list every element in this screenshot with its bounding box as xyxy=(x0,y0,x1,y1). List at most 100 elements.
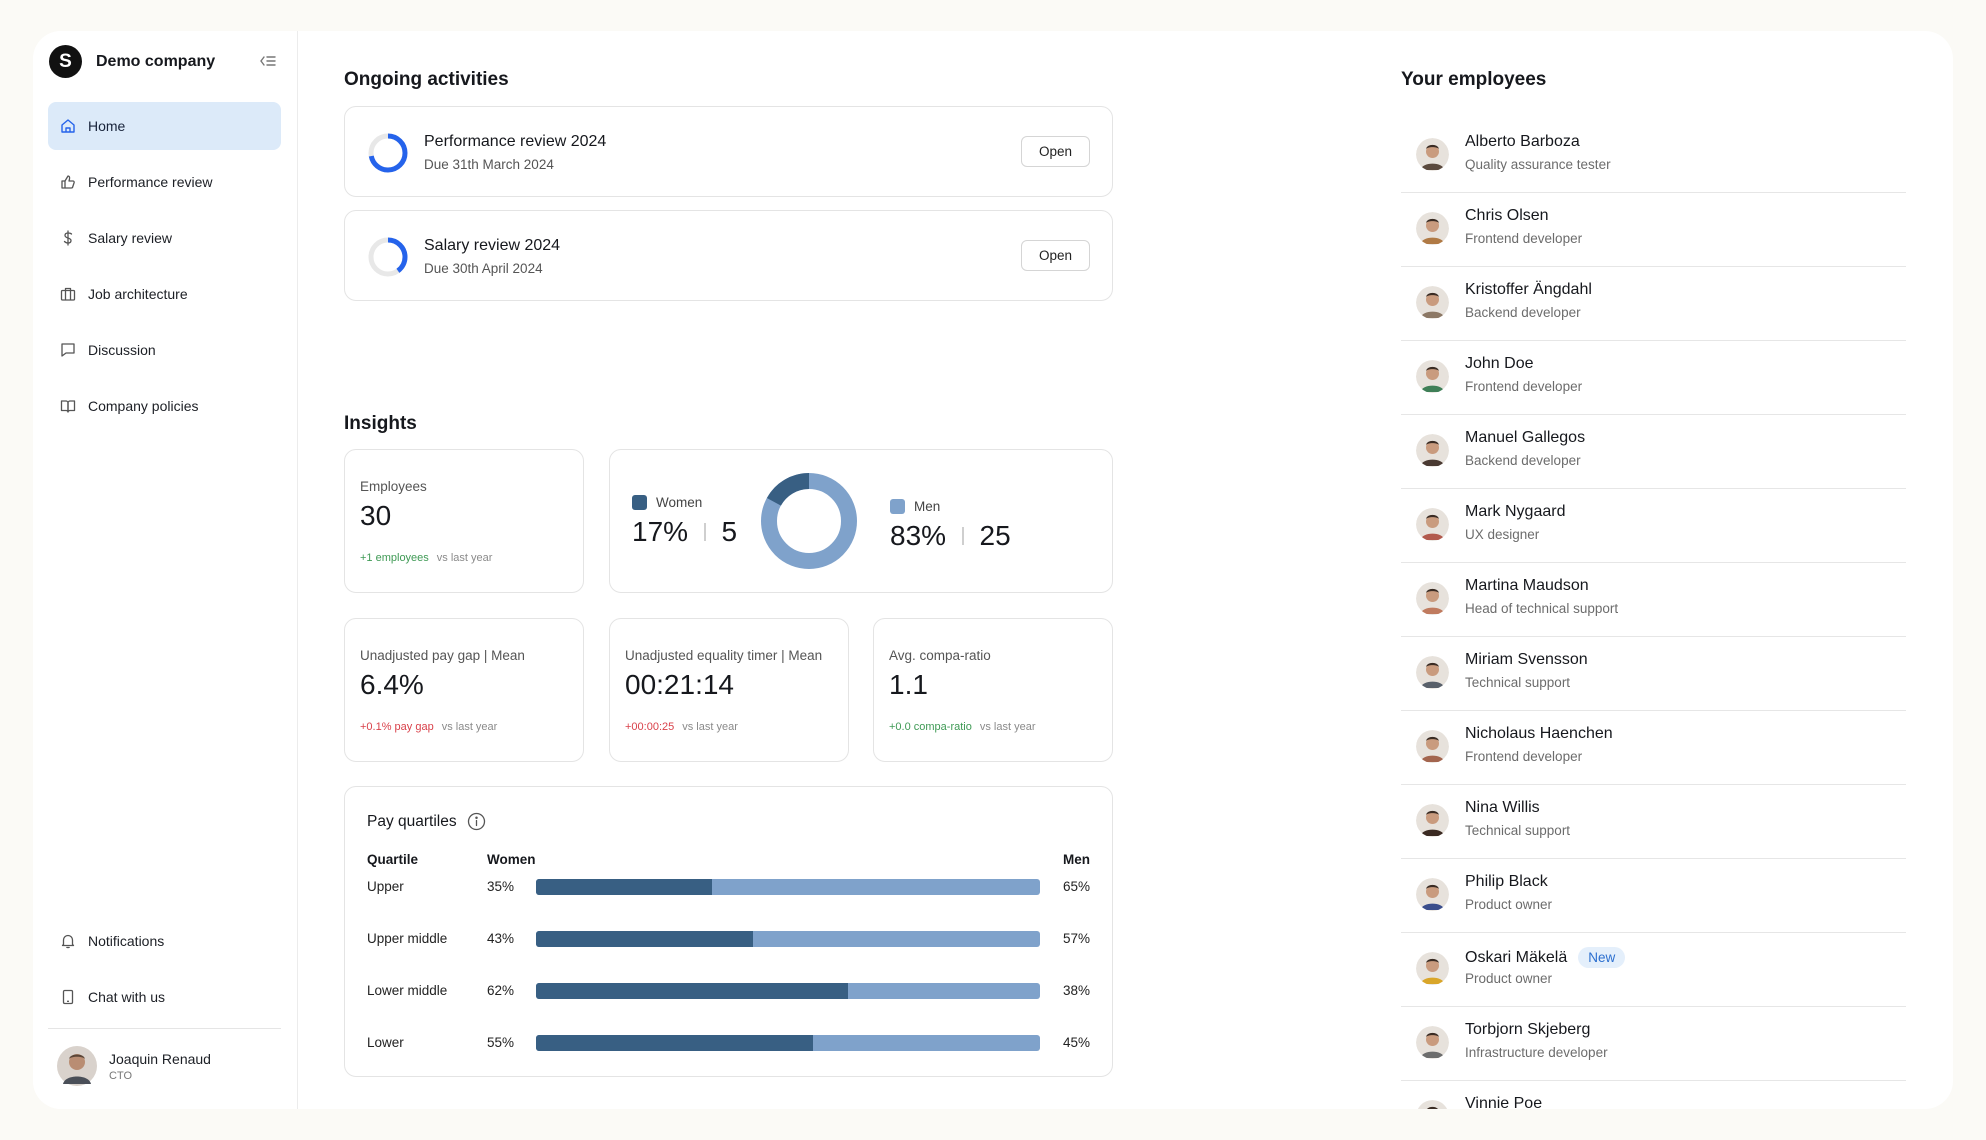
brand[interactable]: S Demo company xyxy=(49,45,215,78)
employee-row[interactable]: Manuel Gallegos Backend developer xyxy=(1401,415,1906,489)
brand-logo: S xyxy=(49,45,82,78)
employee-row[interactable]: Alberto Barboza Quality assurance tester xyxy=(1401,119,1906,193)
sidebar-item-discussion[interactable]: Discussion xyxy=(48,326,281,374)
employee-name-text: Nina Willis xyxy=(1465,799,1540,816)
sidebar-item-label: Performance review xyxy=(88,174,213,190)
sidebar-item-label: Chat with us xyxy=(88,989,166,1005)
employee-role: UX designer xyxy=(1465,527,1540,542)
your-employees-title: Your employees xyxy=(1401,69,1547,90)
avatar xyxy=(1416,656,1449,689)
women-legend: Women xyxy=(632,495,702,510)
card-trend: +00:00:25 vs last year xyxy=(625,721,738,733)
column-header-women: Women xyxy=(487,852,536,867)
pay-gap-card: Unadjusted pay gap | Mean 6.4% +0.1% pay… xyxy=(344,618,584,762)
sidebar-item-performance-review[interactable]: Performance review xyxy=(48,158,281,206)
card-value: 1.1 xyxy=(889,669,928,700)
quartile-row: Lower 55% 45% xyxy=(345,1035,1112,1055)
open-button[interactable]: Open xyxy=(1021,240,1090,271)
sidebar-item-job-architecture[interactable]: Job architecture xyxy=(48,270,281,318)
quartile-name: Lower middle xyxy=(367,983,448,998)
sidebar-item-home[interactable]: Home xyxy=(48,102,281,150)
employee-name: Mark Nygaard xyxy=(1465,503,1565,521)
employee-row[interactable]: John Doe Frontend developer xyxy=(1401,341,1906,415)
employee-role: Infrastructure developer xyxy=(1465,1045,1608,1060)
employee-role: Backend developer xyxy=(1465,453,1581,468)
women-percent: 55% xyxy=(487,1035,515,1050)
bell-icon xyxy=(61,934,75,949)
employee-row[interactable]: Nina Willis Technical support xyxy=(1401,785,1906,859)
sidebar-item-salary-review[interactable]: Salary review xyxy=(48,214,281,262)
quartile-name: Upper xyxy=(367,879,404,894)
employee-row[interactable]: Chris Olsen Frontend developer xyxy=(1401,193,1906,267)
equality-timer-card: Unadjusted equality timer | Mean 00:21:1… xyxy=(609,618,849,762)
employee-row[interactable]: Philip Black Product owner xyxy=(1401,859,1906,933)
stat-divider xyxy=(962,527,964,545)
employee-role: Head of technical support xyxy=(1465,601,1619,616)
employee-row[interactable]: Kristoffer Ängdahl Backend developer xyxy=(1401,267,1906,341)
progress-ring xyxy=(368,237,408,277)
women-share-bar xyxy=(536,983,849,999)
women-percent: 62% xyxy=(487,983,515,998)
sidebar-item-label: Notifications xyxy=(88,933,165,949)
card-trend: +1 employees vs last year xyxy=(360,552,492,564)
avatar xyxy=(1416,804,1449,837)
employee-name-text: Martina Maudson xyxy=(1465,577,1589,594)
gender-split-card: Women 17% 5 Men 83% 25 xyxy=(609,449,1113,593)
current-user[interactable]: Joaquin Renaud CTO xyxy=(57,1046,211,1086)
employee-row[interactable]: Martina Maudson Head of technical support xyxy=(1401,563,1906,637)
avatar xyxy=(1416,878,1449,911)
card-value: 30 xyxy=(360,500,392,531)
men-percent: 65% xyxy=(1062,879,1090,894)
employee-row[interactable]: Mark Nygaard UX designer xyxy=(1401,489,1906,563)
women-label: Women xyxy=(656,495,703,510)
avatar xyxy=(1416,1026,1449,1059)
employee-row[interactable]: Oskari Mäkelä New Product owner xyxy=(1401,933,1906,1007)
employee-name: John Doe xyxy=(1465,355,1534,373)
employee-name-text: Nicholaus Haenchen xyxy=(1465,725,1613,742)
women-percent: 17% xyxy=(632,516,689,547)
employee-name-text: Alberto Barboza xyxy=(1465,133,1580,150)
new-badge: New xyxy=(1578,947,1626,968)
employee-name-text: Philip Black xyxy=(1465,873,1548,890)
quartile-bar xyxy=(536,879,1040,895)
trend-delta: +1 employees xyxy=(360,552,429,564)
employee-role: Frontend developer xyxy=(1465,379,1583,394)
employee-row[interactable]: Miriam Svensson Technical support xyxy=(1401,637,1906,711)
avatar xyxy=(57,1046,97,1086)
column-header-men: Men xyxy=(1063,852,1090,867)
men-swatch xyxy=(890,499,905,514)
progress-ring xyxy=(368,133,408,173)
activity-title: Performance review 2024 xyxy=(424,133,607,150)
compa-ratio-card: Avg. compa-ratio 1.1 +0.0 compa-ratio vs … xyxy=(873,618,1113,762)
card-label: Unadjusted equality timer | Mean xyxy=(625,648,823,663)
employee-row[interactable]: Vinnie Poe xyxy=(1401,1081,1906,1109)
open-button[interactable]: Open xyxy=(1021,136,1090,167)
employee-row[interactable]: Torbjorn Skjeberg Infrastructure develope… xyxy=(1401,1007,1906,1081)
sidebar-item-company-policies[interactable]: Company policies xyxy=(48,382,281,430)
ongoing-activities-title: Ongoing activities xyxy=(344,69,509,90)
sidebar-item-label: Home xyxy=(88,118,126,134)
collapse-sidebar-icon[interactable] xyxy=(259,53,277,69)
trend-compare: vs last year xyxy=(682,721,738,733)
info-icon[interactable] xyxy=(467,812,486,831)
employee-row[interactable]: Nicholaus Haenchen Frontend developer xyxy=(1401,711,1906,785)
briefcase-icon xyxy=(60,287,76,301)
avatar xyxy=(1416,138,1449,171)
sidebar-item-notifications[interactable]: Notifications xyxy=(48,917,281,965)
trend-delta: +0.0 compa-ratio xyxy=(889,721,972,733)
employee-name: Philip Black xyxy=(1465,873,1548,891)
employee-role: Technical support xyxy=(1465,823,1571,838)
employee-name-text: Manuel Gallegos xyxy=(1465,429,1586,446)
main-nav: Home Performance review Salary review Jo… xyxy=(48,102,281,438)
men-count: 25 xyxy=(979,520,1011,551)
sidebar-item-chat[interactable]: Chat with us xyxy=(48,973,281,1021)
column-header-quartile: Quartile xyxy=(367,852,419,867)
quartile-row: Upper 35% 65% xyxy=(345,879,1112,899)
trend-compare: vs last year xyxy=(441,721,498,733)
women-percent: 35% xyxy=(487,879,515,894)
avatar xyxy=(1416,360,1449,393)
gender-donut-chart xyxy=(761,473,857,569)
card-label: Avg. compa-ratio xyxy=(889,648,991,663)
avatar xyxy=(1416,730,1449,763)
pay-quartiles-card: Pay quartiles Quartile Women Men Upper 3… xyxy=(344,786,1113,1077)
